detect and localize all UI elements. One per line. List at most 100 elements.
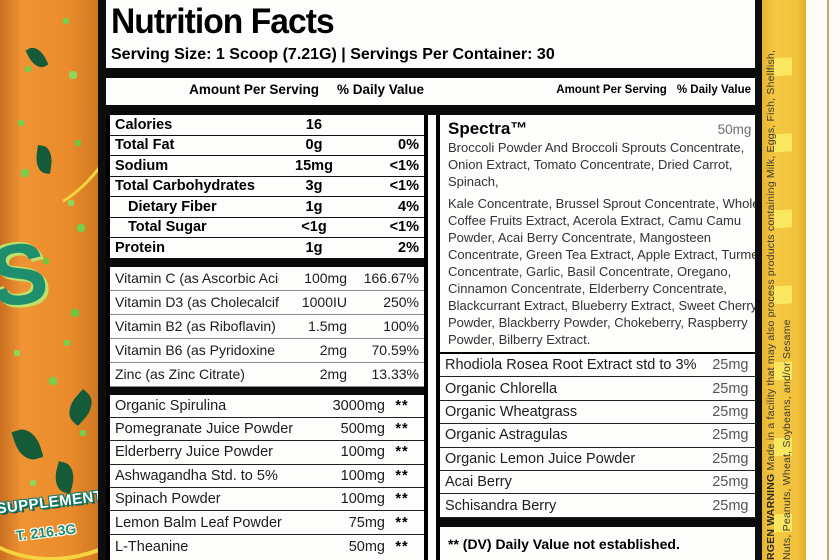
table-row: Acai Berry 25mg **: [440, 471, 782, 495]
nutrient-amount: 2mg: [319, 342, 347, 358]
section-divider-bar: [110, 258, 424, 267]
tub-background: [806, 0, 840, 560]
daily-value-footnote: ** (DV) Daily Value not established.: [448, 535, 680, 552]
nutrient-daily-value: 166.67%: [363, 270, 419, 286]
nutrient-name: Dietary Fiber: [128, 198, 217, 215]
allergen-warning-text-line2: Nuts, Peanuts, Wheat, Soybeans, and/or S…: [781, 319, 793, 560]
ingredient-amount: 100mg: [340, 444, 385, 461]
tub-left-artwork: S SUPPLEMENT T. 216.3G: [0, 0, 98, 560]
table-row: Spinach Powder 100mg **: [110, 488, 424, 512]
ingredient-amount: 25mg: [712, 497, 749, 514]
nutrient-name: Total Sugar: [128, 219, 207, 236]
ingredient-daily-value: **: [395, 444, 409, 461]
table-row: Total Carbohydrates 3g <1%: [110, 177, 424, 197]
table-row: Pomegranate Juice Powder 500mg **: [110, 418, 424, 442]
ingredient-amount: 25mg: [712, 357, 749, 374]
ingredient-amount: 25mg: [712, 380, 749, 397]
ingredient-name: Acai Berry: [445, 474, 512, 491]
table-row: Elderberry Juice Powder 100mg **: [110, 441, 424, 465]
section-divider-bar: [110, 386, 424, 395]
table-row: Dietary Fiber 1g 4%: [110, 197, 424, 218]
ingredient-name: Elderberry Juice Powder: [115, 444, 273, 461]
nutrient-name: Vitamin C (as Ascorbic Acid): [115, 270, 279, 286]
ingredient-daily-value: **: [395, 538, 409, 555]
divider-bar: [106, 105, 755, 115]
blend-amount: 50mg: [717, 122, 752, 137]
product-name-letter-fragment: S: [0, 224, 53, 326]
nutrient-name: Sodium: [115, 157, 169, 174]
nutrient-name: Protein: [115, 239, 165, 256]
allergen-warning-body: Made in a facility that may also process…: [765, 49, 777, 474]
ingredient-amount: 25mg: [712, 427, 749, 444]
daily-value-header: % Daily Value: [336, 82, 424, 97]
nutrient-daily-value: 13.33%: [371, 366, 419, 382]
ingredient-daily-value: **: [395, 421, 409, 438]
ingredient-amount: 25mg: [712, 403, 749, 420]
column-headers: Amount Per Serving % Daily Value Amount …: [106, 78, 755, 101]
nutrition-facts-panel: Nutrition Facts Serving Size: 1 Scoop (7…: [106, 0, 786, 560]
nutrient-name: Zinc (as Zinc Citrate): [115, 366, 245, 382]
label-left-edge: [98, 0, 106, 560]
nutrient-daily-value: <1%: [389, 219, 419, 236]
table-row: Lemon Balm Leaf Powder 75mg **: [110, 511, 424, 535]
nutrient-amount: 1g: [305, 239, 323, 256]
yellow-patch-decoration: [774, 0, 792, 560]
right-column-header: Amount Per Serving % Daily Value: [428, 84, 755, 96]
ingredient-daily-value: **: [395, 397, 409, 414]
table-row: Protein 1g 2%: [110, 238, 424, 259]
nutrient-name: Vitamin D3 (as Cholecalciferol): [115, 294, 279, 310]
table-row: Vitamin B6 (as Pyridoxine HCL) 2mg 70.59…: [110, 339, 424, 363]
tub-seam-line: [827, 0, 829, 560]
nutrient-amount: 1000IU: [301, 294, 347, 310]
nutrient-amount: 0g: [305, 137, 323, 154]
nutrition-facts-title: Nutrition Facts: [111, 2, 335, 41]
vitamin-table: Vitamin C (as Ascorbic Acid) 100mg 166.6…: [110, 267, 424, 387]
table-row: Schisandra Berry 25mg **: [440, 494, 782, 518]
green-speckle-decoration: [63, 18, 69, 24]
nutrient-daily-value: 0%: [398, 137, 419, 154]
table-row: Vitamin B2 (as Riboflavin) 1.5mg 100%: [110, 315, 424, 339]
ingredient-amount: 50mg: [348, 538, 385, 555]
ingredient-amount: 100mg: [340, 467, 385, 484]
blend-ingredients-text: Kale Concentrate, Brussel Sprout Concent…: [448, 196, 773, 347]
nutrient-amount: 3g: [305, 178, 323, 195]
ingredient-name: Organic Lemon Juice Powder: [445, 450, 636, 467]
ingredient-amount: 25mg: [712, 474, 749, 491]
botanical-table: Organic Spirulina 3000mg ** Pomegranate …: [110, 395, 424, 559]
table-row: Organic Astragulas 25mg **: [440, 424, 782, 448]
ingredient-daily-value: **: [395, 514, 409, 531]
nutrient-amount: 15mg: [295, 157, 333, 174]
left-column-header: Amount Per Serving % Daily Value: [106, 82, 428, 97]
table-row: Calories 16: [110, 115, 424, 136]
facts-columns: Calories 16 Total Fat 0g 0% Sodium: [106, 115, 786, 560]
ingredient-name: Schisandra Berry: [445, 497, 557, 514]
table-row: Vitamin C (as Ascorbic Acid) 100mg 166.6…: [110, 267, 424, 291]
yellow-curve-decoration: [0, 0, 98, 245]
spectra-blend-box: Spectra™ 50mg ** Broccoli Powder And Bro…: [436, 115, 786, 560]
table-row: Rhodiola Rosea Root Extract std to 3% 25…: [440, 354, 782, 378]
ingredient-name: Rhodiola Rosea Root Extract std to 3%: [445, 357, 697, 374]
table-row: L-Theanine 50mg **: [110, 535, 424, 558]
table-row: Total Sugar <1g <1%: [110, 218, 424, 238]
ingredient-daily-value: **: [395, 491, 409, 508]
nutrient-amount: 1g: [305, 198, 323, 215]
nutrient-name: Total Carbohydrates: [115, 178, 255, 195]
ingredient-name: Spinach Powder: [115, 491, 221, 508]
blend-name: Spectra™: [448, 119, 528, 138]
ingredient-amount: 25mg: [712, 450, 749, 467]
table-row: Organic Spirulina 3000mg **: [110, 395, 424, 418]
table-row: Organic Chlorella 25mg **: [440, 377, 782, 401]
ingredient-name: Pomegranate Juice Powder: [115, 421, 294, 438]
nutrient-daily-value: 4%: [398, 198, 419, 215]
macros-vitamins-box: Calories 16 Total Fat 0g 0% Sodium: [106, 115, 428, 560]
spectra-blend-section: Spectra™ 50mg ** Broccoli Powder And Bro…: [440, 115, 782, 354]
divider-bar: [106, 68, 755, 78]
nutrient-daily-value: 100%: [383, 318, 419, 334]
ingredient-name: Organic Astragulas: [445, 427, 568, 444]
ingredient-amount: 500mg: [340, 421, 385, 438]
ingredient-name: Organic Chlorella: [445, 380, 558, 397]
macro-table: Calories 16 Total Fat 0g 0% Sodium: [110, 115, 424, 259]
nutrient-name: Calories: [115, 116, 173, 133]
nutrient-amount: 1.5mg: [308, 318, 347, 334]
